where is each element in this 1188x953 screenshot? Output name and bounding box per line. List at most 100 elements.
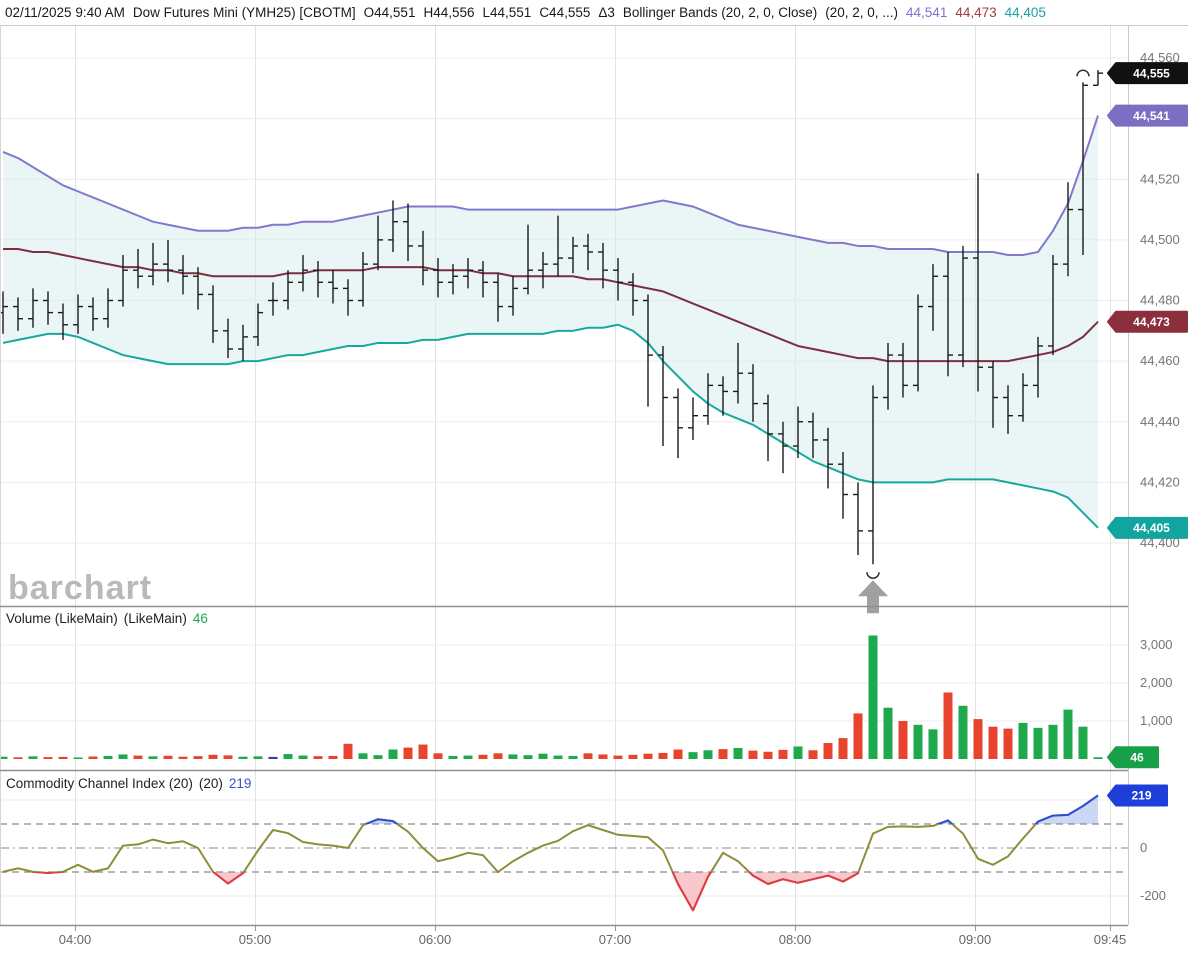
volume-bar (58, 756, 68, 759)
volume-bar (13, 757, 23, 759)
volume-pane-label: Volume (LikeMain) (LikeMain) 46 (6, 611, 214, 626)
volume-bar (838, 738, 848, 759)
cci-line-overbought (363, 794, 1099, 824)
price-tick-label: 44,520 (1140, 171, 1180, 186)
volume-bar (43, 757, 53, 759)
volume-label-segment: 46 (192, 611, 208, 626)
volume-bar (1003, 728, 1013, 759)
cci-oversold-fill (3, 872, 1098, 911)
header-segment: 02/11/2025 9:40 AM (5, 5, 125, 20)
price-badge: 44,473 (1107, 310, 1188, 333)
y-axis-labels: 44,40044,42044,44044,46044,48044,50044,5… (1140, 50, 1180, 903)
volume-bar (583, 753, 593, 759)
volume-bar (268, 756, 278, 759)
price-tick-label: 44,480 (1140, 293, 1180, 308)
time-label: 06:00 (419, 932, 452, 947)
badge-shape (1107, 516, 1188, 539)
volume-bar (718, 749, 728, 759)
volume-bar (778, 749, 788, 759)
volume-bar (1078, 726, 1088, 759)
x-axis: 04:00 05:00 06:00 07:00 08:00 09:00 09:45 (59, 932, 1127, 947)
up-arrow-marker (858, 580, 888, 614)
badge-text: 44,541 (1133, 109, 1170, 123)
volume-bar (808, 750, 818, 759)
header-segment: H44,556 (423, 5, 475, 20)
volume-bar (448, 755, 458, 759)
volume-bar (643, 753, 653, 759)
cci-overbought-fill (3, 795, 1098, 824)
volume-bar (793, 746, 803, 759)
volume-bar (493, 753, 503, 759)
header-segment: C44,555 (539, 5, 591, 20)
badge-text: 44,405 (1133, 521, 1170, 535)
ohlc-bars (0, 70, 1103, 565)
badge-shape (1107, 104, 1188, 127)
volume-bar (1033, 727, 1043, 759)
arc-top-marker (1076, 69, 1090, 77)
volume-bar (958, 705, 968, 759)
volume-bar (823, 743, 833, 759)
cci-pane (0, 794, 1128, 912)
plot-area: 44,400 44,420 44,440 44,460 44,480 44,500 44,5… (0, 26, 1188, 953)
volume-bar (883, 707, 893, 759)
volume-bar (1018, 722, 1028, 759)
volume-bar (223, 755, 233, 759)
header-segment: 44,473 (955, 5, 997, 20)
bollinger-middle-line (3, 247, 1099, 363)
volume-bar (748, 750, 758, 759)
volume-bar (568, 755, 578, 759)
volume-bar (208, 754, 218, 759)
volume-bar (688, 752, 698, 759)
time-label: 04:00 (59, 932, 92, 947)
badge-text: 46 (1130, 751, 1144, 765)
cci-pane-label: Commodity Channel Index (20) (20) 219 (6, 776, 257, 791)
volume-bar (298, 755, 308, 759)
cci-label-segment: Commodity Channel Index (20) (6, 776, 193, 791)
cci-line (2, 794, 1099, 912)
volume-bar (193, 756, 203, 759)
arc-bottom-marker (866, 572, 880, 579)
volume-bar (628, 754, 638, 759)
volume-bar (28, 756, 38, 759)
volume-bar (343, 743, 353, 759)
header-segment: 44,541 (906, 5, 948, 20)
volume-bar (988, 726, 998, 759)
price-tick-label: 44,440 (1140, 414, 1180, 429)
cci-badge: 219 (1107, 784, 1168, 807)
volume-bar (553, 755, 563, 759)
volume-bar (238, 756, 248, 759)
volume-bar (913, 724, 923, 759)
time-label: 05:00 (239, 932, 272, 947)
volume-bar (598, 754, 608, 759)
volume-bar (898, 721, 908, 759)
chart-header: 02/11/2025 9:40 AM Dow Futures Mini (YMH2… (0, 0, 1188, 26)
header-segment: O44,551 (363, 5, 416, 20)
volume-bar (403, 747, 413, 759)
badge-text: 44,473 (1133, 315, 1170, 329)
price-badge: 44,405 (1107, 516, 1188, 539)
volume-bar (73, 757, 83, 759)
volume-bar (703, 750, 713, 759)
cci-tick-label: 0 (1140, 840, 1147, 855)
panel-borders (0, 26, 1129, 927)
volume-bar (463, 755, 473, 759)
price-pane (2, 115, 1099, 529)
chart-canvas[interactable]: 44,40044,42044,44044,46044,48044,50044,5… (0, 26, 1188, 953)
pattern-markers (858, 69, 1090, 614)
volume-bar (388, 749, 398, 759)
price-tick-label: 44,560 (1140, 50, 1180, 65)
bollinger-fill (3, 115, 1098, 528)
grid (0, 26, 1128, 931)
volume-bar (763, 751, 773, 759)
cci-label-segment: 219 (228, 776, 252, 791)
cci-label-segment: (20) (198, 776, 223, 791)
volume-bar (973, 719, 983, 759)
header-segment: Δ3 (598, 5, 615, 20)
barchart-watermark: barchart (8, 569, 153, 607)
header-segment: Dow Futures Mini (YMH25) [CBOTM] (132, 5, 356, 20)
volume-bar (328, 755, 338, 759)
volume-tick-label: 2,000 (1140, 675, 1173, 690)
header-segment: (20, 2, 0, ...) (825, 5, 899, 20)
volume-bar (928, 729, 938, 759)
badge-shape (1107, 310, 1188, 333)
